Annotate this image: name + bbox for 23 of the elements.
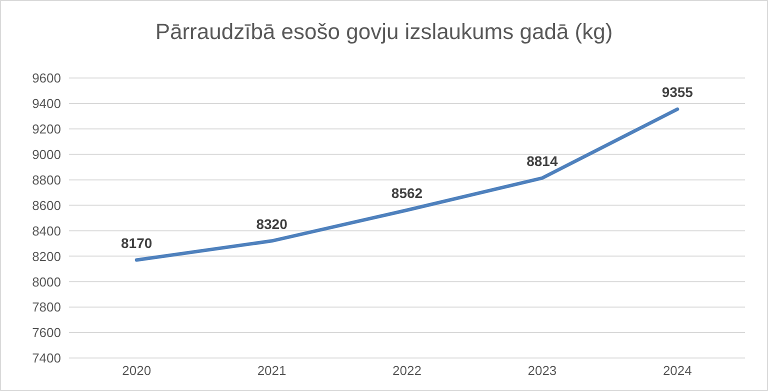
- y-tick-label: 9600: [32, 70, 61, 86]
- y-tick-label: 9000: [32, 146, 61, 162]
- y-tick-label: 7400: [32, 350, 61, 366]
- y-tick-label: 8000: [32, 274, 61, 290]
- y-tick-label: 8200: [32, 248, 61, 264]
- data-label: 8170: [121, 235, 152, 251]
- x-tick-label: 2020: [122, 363, 152, 378]
- y-tick-label: 9200: [32, 122, 61, 137]
- y-tick-label: 7600: [32, 325, 61, 340]
- y-tick-label: 8600: [32, 198, 61, 213]
- x-tick-label: 2023: [528, 363, 557, 378]
- y-tick-label: 9400: [32, 96, 61, 112]
- data-label: 8320: [256, 216, 288, 232]
- data-label: 8814: [526, 153, 558, 170]
- x-tick-label: 2022: [392, 363, 422, 378]
- y-tick-label: 7800: [32, 300, 61, 315]
- x-tick-label: 2024: [662, 363, 692, 378]
- y-tick-label: 8800: [32, 172, 61, 188]
- y-tick-label: 8400: [32, 223, 61, 238]
- chart-title: Pārraudzībā esošo govju izslaukums gadā (kg): [154, 19, 614, 45]
- data-label: 8562: [391, 185, 423, 202]
- x-tick-label: 2021: [257, 363, 286, 378]
- data-label: 9355: [662, 84, 694, 100]
